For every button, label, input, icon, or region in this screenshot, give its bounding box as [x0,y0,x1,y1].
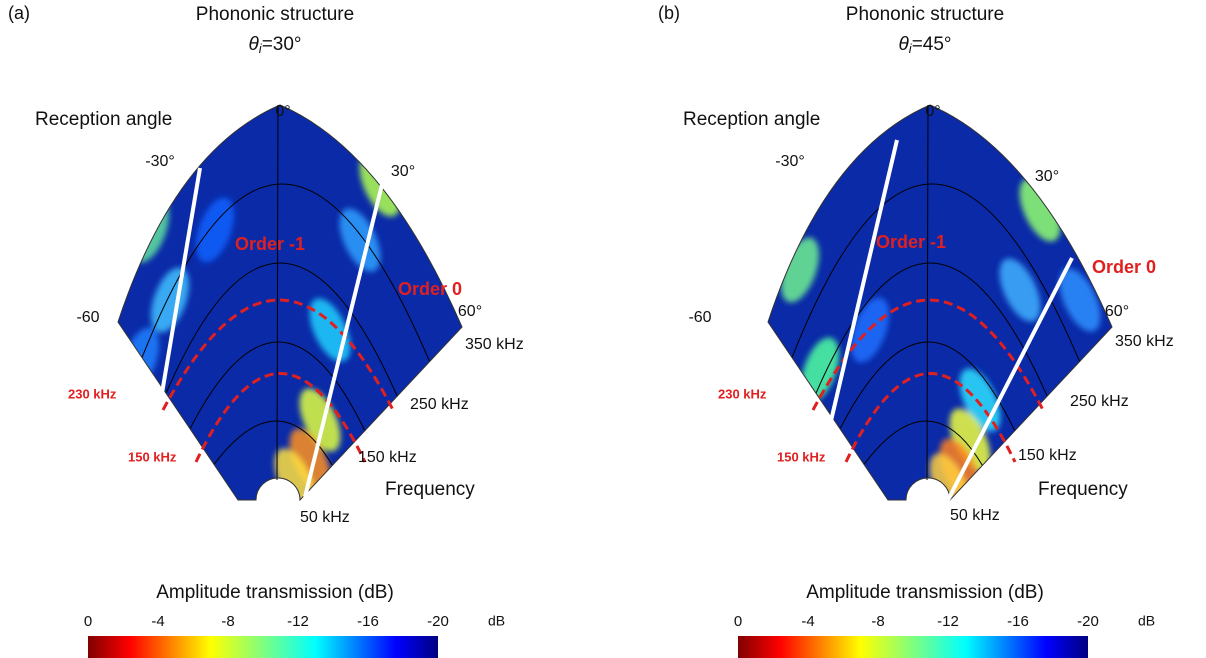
order-annotation: Order 0 [398,279,462,299]
heatmap-background [768,105,1112,500]
angle-tick-label: -60 [688,309,711,326]
colorbar-tick-label: -4 [151,613,164,630]
frequency-tick-label: 150 kHz [1018,447,1077,464]
order-line [158,167,202,406]
angle-tick-label: 0° [275,103,290,120]
angle-tick-label: -60 [76,309,99,326]
frequency-tick-label: 250 kHz [410,396,469,413]
angle-axis-title: Reception angle [683,109,820,130]
colorbar-tick-label: -8 [221,613,234,630]
arc-annotation: 150 kHz [128,449,177,464]
panel: (b) Phononic structure θi=45° Reception ang… [658,3,1174,658]
wedge-outline [767,104,1113,502]
theta-rest: =30° [262,34,302,55]
angle-axis-title: Reception angle [35,109,172,130]
colorbar-tick-label: -16 [1007,613,1029,630]
colorbar-tick-label: -4 [801,613,814,630]
colorbar [738,636,1088,658]
order-line [946,257,1074,501]
colorbar [88,636,438,658]
order-line [828,139,899,426]
zero-angle-line [276,104,279,481]
angle-tick-label: 60° [458,303,482,320]
colorbar-unit: dB [488,613,505,629]
frequency-grid-arc [815,262,1048,397]
heatmap-patch [929,453,971,500]
arc-150khz [194,372,367,463]
panel-label: (a) [8,3,30,23]
frequency-axis-title: Frequency [1038,479,1128,500]
frequency-grid-arc [863,420,983,466]
panel-title: Phononic structure [196,4,354,25]
theta-rest: =45° [912,34,952,55]
colorbar-title: Amplitude transmission (dB) [156,582,394,603]
frequency-grid-arc [791,183,1081,362]
colorbar-tick-label: -12 [287,613,309,630]
frequency-tick-label: 50 kHz [300,509,350,526]
arc-annotation: 230 kHz [718,386,767,401]
angle-tick-label: -30° [145,153,175,170]
theta-subscript: i [259,41,263,56]
heatmap-patch [299,388,341,452]
arc-annotation: 150 kHz [777,449,826,464]
colorbar-tick-label: 0 [734,613,742,630]
colorbar-tick-label: -12 [937,613,959,630]
heatmap-patch [999,258,1041,322]
frequency-grid-arc [839,341,1016,432]
angle-tick-label: 60° [1105,303,1129,320]
angle-tick-label: 0° [925,103,940,120]
frequency-tick-label: 250 kHz [1070,393,1129,410]
zero-angle-line [926,104,929,481]
heatmap-patch [289,428,331,492]
frequency-grid-arc [165,262,398,397]
order-line [303,159,390,498]
order-annotation: Order -1 [876,232,946,252]
frequency-grid-arc [189,341,366,432]
frequency-tick-label: 50 kHz [950,507,1000,524]
frequency-tick-label: 150 kHz [358,449,417,466]
arc-230khz [161,298,395,411]
wedge-outline [117,104,463,502]
arc-annotation: 230 kHz [68,386,117,401]
colorbar-title: Amplitude transmission (dB) [806,582,1044,603]
colorbar-tick-label: -16 [357,613,379,630]
order-annotation: Order -1 [235,234,305,254]
frequency-grid-arc [213,420,333,466]
frequency-axis-title: Frequency [385,479,475,500]
panel-label: (b) [658,3,680,23]
colorbar-unit: dB [1138,613,1155,629]
angle-tick-label: 30° [1035,168,1059,185]
theta-symbol: θ [898,34,909,55]
incidence-angle: θi=45° [898,34,951,56]
heatmap-patch [195,197,235,263]
colorbar-tick-label: -8 [871,613,884,630]
panel: (a) Phononic structure θi=30° Reception ang… [8,3,524,658]
panel-title: Phononic structure [846,4,1004,25]
colorbar-tick-label: 0 [84,613,92,630]
heatmap-patch [1019,178,1061,242]
order-annotation: Order 0 [1092,257,1156,277]
colorbar-tick-label: -20 [1077,613,1099,630]
heatmap-patch [949,408,991,472]
colorbar-tick-label: -20 [427,613,449,630]
theta-symbol: θ [248,34,259,55]
angle-tick-label: 30° [391,163,415,180]
arc-150khz [844,372,1017,463]
heatmap-patch [1059,268,1101,332]
frequency-tick-label: 350 kHz [465,336,524,353]
incidence-angle: θi=30° [248,34,301,56]
heatmap-patch [339,208,381,272]
theta-subscript: i [909,41,913,56]
frequency-tick-label: 350 kHz [1115,333,1174,350]
angle-tick-label: -30° [775,153,805,170]
